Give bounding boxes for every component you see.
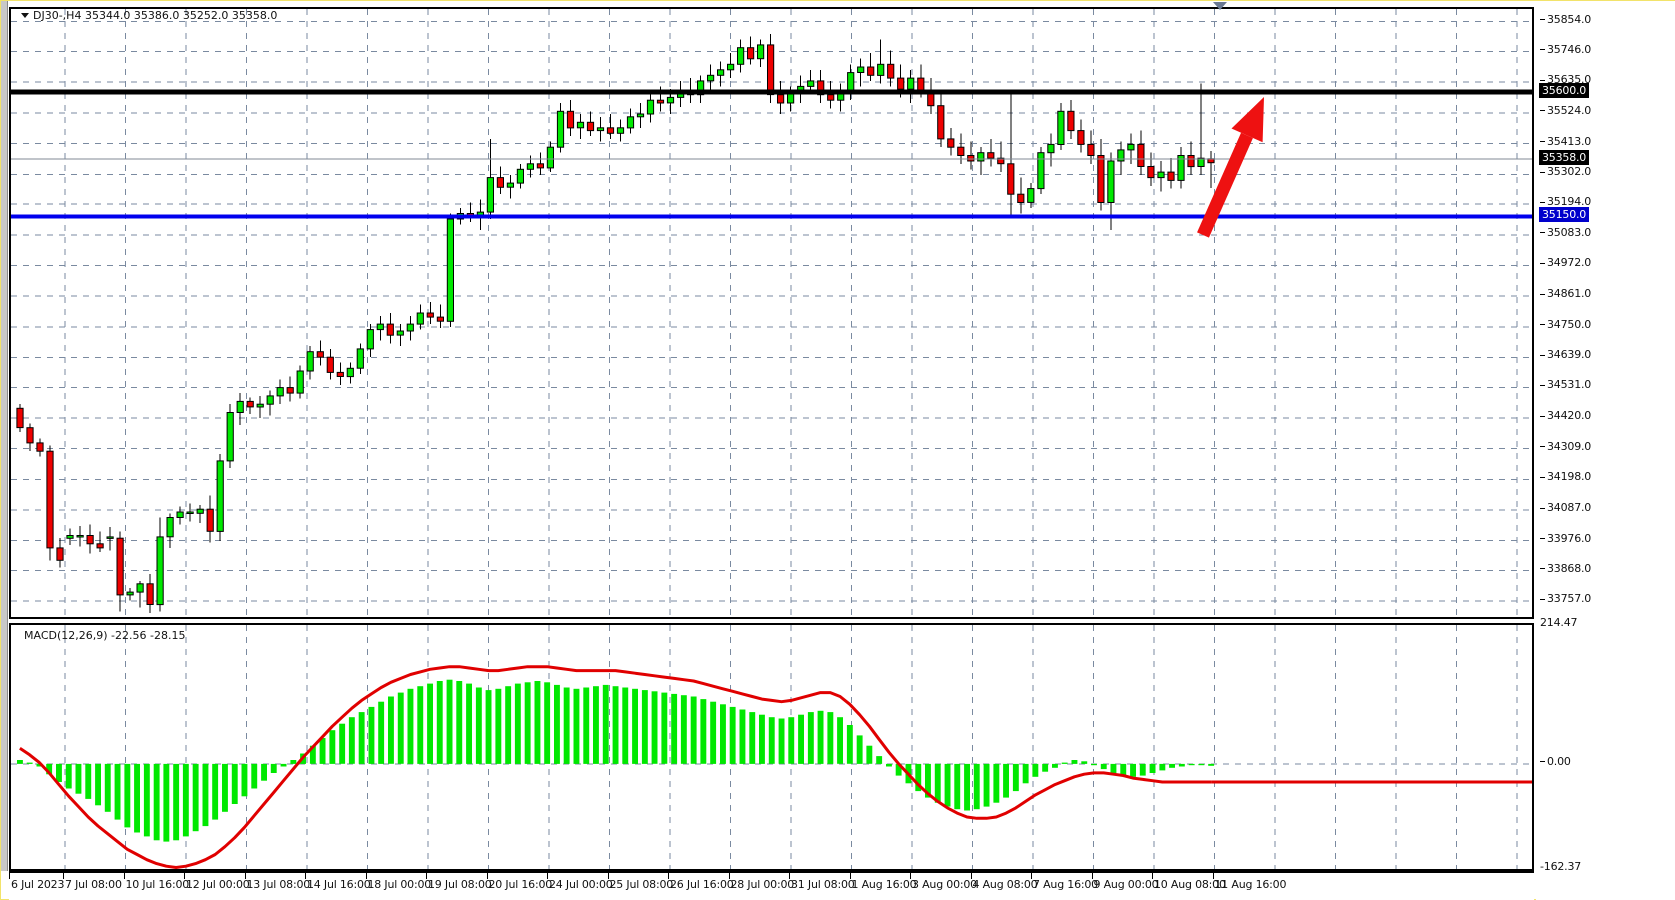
time-tick-label: 6 Jul 2023 <box>11 878 65 891</box>
time-tick-mark <box>1091 873 1093 879</box>
macd-series <box>17 665 1532 869</box>
time-tick-mark <box>1152 873 1153 879</box>
time-tick-label: 9 Aug 00:00 <box>1093 878 1159 891</box>
price-axis[interactable]: 35854.0 35746.0 35635.0 35524.0 35413.0 35302… <box>1536 1 1675 900</box>
scroll-marker-icon[interactable] <box>1213 2 1227 10</box>
left-edge-scrollbar[interactable] <box>1 1 8 871</box>
price-tick-label: 35524.0 <box>1540 104 1591 117</box>
time-tick-mark <box>910 873 911 879</box>
time-tick-mark <box>244 873 246 879</box>
time-tick-label: 13 Jul 08:00 <box>246 878 311 891</box>
time-tick-label: 12 Jul 00:00 <box>186 878 250 891</box>
time-tick-label: 4 Aug 08:00 <box>972 878 1038 891</box>
price-plot-area[interactable] <box>9 7 1534 619</box>
time-tick-mark <box>668 873 669 879</box>
time-tick-label: 10 Aug 08:00 <box>1154 878 1226 891</box>
time-tick-label: 3 Aug 00:00 <box>912 878 977 891</box>
time-tick-mark <box>365 873 367 879</box>
macd-tick-label: 214.47 <box>1540 616 1578 629</box>
time-tick-mark <box>789 873 790 879</box>
price-tick-label: 35083.0 <box>1540 226 1591 239</box>
time-tick-label: 31 Jul 08:00 <box>791 878 855 891</box>
price-grid <box>11 9 1532 617</box>
price-tick-label: 33757.0 <box>1540 592 1591 605</box>
time-tick-label: 25 Jul 08:00 <box>609 878 674 891</box>
time-tick-label: 28 Jul 00:00 <box>730 878 795 891</box>
price-tick-label: 34087.0 <box>1540 501 1591 514</box>
time-tick-label: 7 Jul 08:00 <box>65 878 122 891</box>
price-tick-label: 33976.0 <box>1540 532 1591 545</box>
time-tick-mark <box>305 873 306 879</box>
time-tick-label: 19 Jul 08:00 <box>428 878 492 891</box>
time-tick-label: 24 Jul 00:00 <box>549 878 613 891</box>
price-tick-label: 35854.0 <box>1540 13 1591 26</box>
price-tick-label: 34420.0 <box>1540 409 1591 422</box>
symbol-header[interactable]: DJ30-,H4 35344.0 35386.0 35252.0 35358.0 <box>21 9 277 22</box>
price-tick-label: 34861.0 <box>1540 287 1591 300</box>
time-tick-mark <box>184 873 185 879</box>
support-level-label[interactable]: 35150.0 <box>1539 207 1590 223</box>
time-tick-label: 26 Jul 16:00 <box>670 878 734 891</box>
time-tick-mark <box>547 873 548 879</box>
symbol-ohlc-text: DJ30-,H4 35344.0 35386.0 35252.0 35358.0 <box>33 9 278 22</box>
price-tick-label: 34309.0 <box>1540 440 1591 453</box>
caret-down-icon[interactable] <box>21 12 29 18</box>
last-price-label[interactable]: 35358.0 <box>1539 149 1590 165</box>
price-tick-label: 35302.0 <box>1540 165 1591 178</box>
time-tick-mark <box>9 873 10 879</box>
price-tick-label: 34198.0 <box>1540 470 1591 483</box>
macd-pane: MACD(12,26,9) -22.56 -28.15 <box>1 623 1675 871</box>
price-tick-label: 34531.0 <box>1540 378 1591 391</box>
price-tick-label: 34750.0 <box>1540 318 1591 331</box>
time-tick-mark <box>426 873 427 879</box>
price-tick-label: 34639.0 <box>1540 348 1591 361</box>
time-tick-label: 7 Aug 16:00 <box>1033 878 1098 891</box>
macd-tick-label: 0.00 <box>1540 755 1571 768</box>
price-tick-label: 35413.0 <box>1540 135 1591 148</box>
price-tick-label: 35194.0 <box>1540 195 1591 208</box>
macd-plot-area[interactable]: MACD(12,26,9) -22.56 -28.15 <box>9 623 1534 871</box>
price-tick-label: 35746.0 <box>1540 43 1591 56</box>
time-tick-mark <box>486 873 488 879</box>
price-pane: DJ30-,H4 35344.0 35386.0 35252.0 35358.0 <box>1 1 1675 623</box>
macd-tick-label: -162.37 <box>1540 860 1582 873</box>
time-tick-label: 1 Aug 16:00 <box>851 878 917 891</box>
time-tick-mark <box>123 873 125 879</box>
time-tick-mark <box>1031 873 1032 879</box>
time-tick-mark <box>728 873 730 879</box>
time-tick-mark <box>970 873 972 879</box>
time-tick-label: 18 Jul 00:00 <box>367 878 432 891</box>
time-tick-mark <box>849 873 851 879</box>
time-axis: 6 Jul 2023 7 Jul 08:00 10 Jul 16:00 12 Jul … <box>9 871 1534 900</box>
time-tick-mark <box>1212 873 1214 879</box>
time-tick-label: 10 Jul 16:00 <box>125 878 190 891</box>
price-tick-label: 33868.0 <box>1540 562 1591 575</box>
price-overlay-lines <box>11 89 1532 238</box>
price-tick-label: 34972.0 <box>1540 256 1591 269</box>
time-tick-label: 14 Jul 16:00 <box>307 878 371 891</box>
time-tick-mark <box>607 873 609 879</box>
resistance-level-label[interactable]: 35600.0 <box>1539 82 1590 98</box>
macd-indicator-label: MACD(12,26,9) -22.56 -28.15 <box>24 629 186 642</box>
time-tick-mark <box>63 873 64 879</box>
time-tick-label: 20 Jul 16:00 <box>488 878 553 891</box>
time-tick-label: 11 Aug 16:00 <box>1214 878 1287 891</box>
